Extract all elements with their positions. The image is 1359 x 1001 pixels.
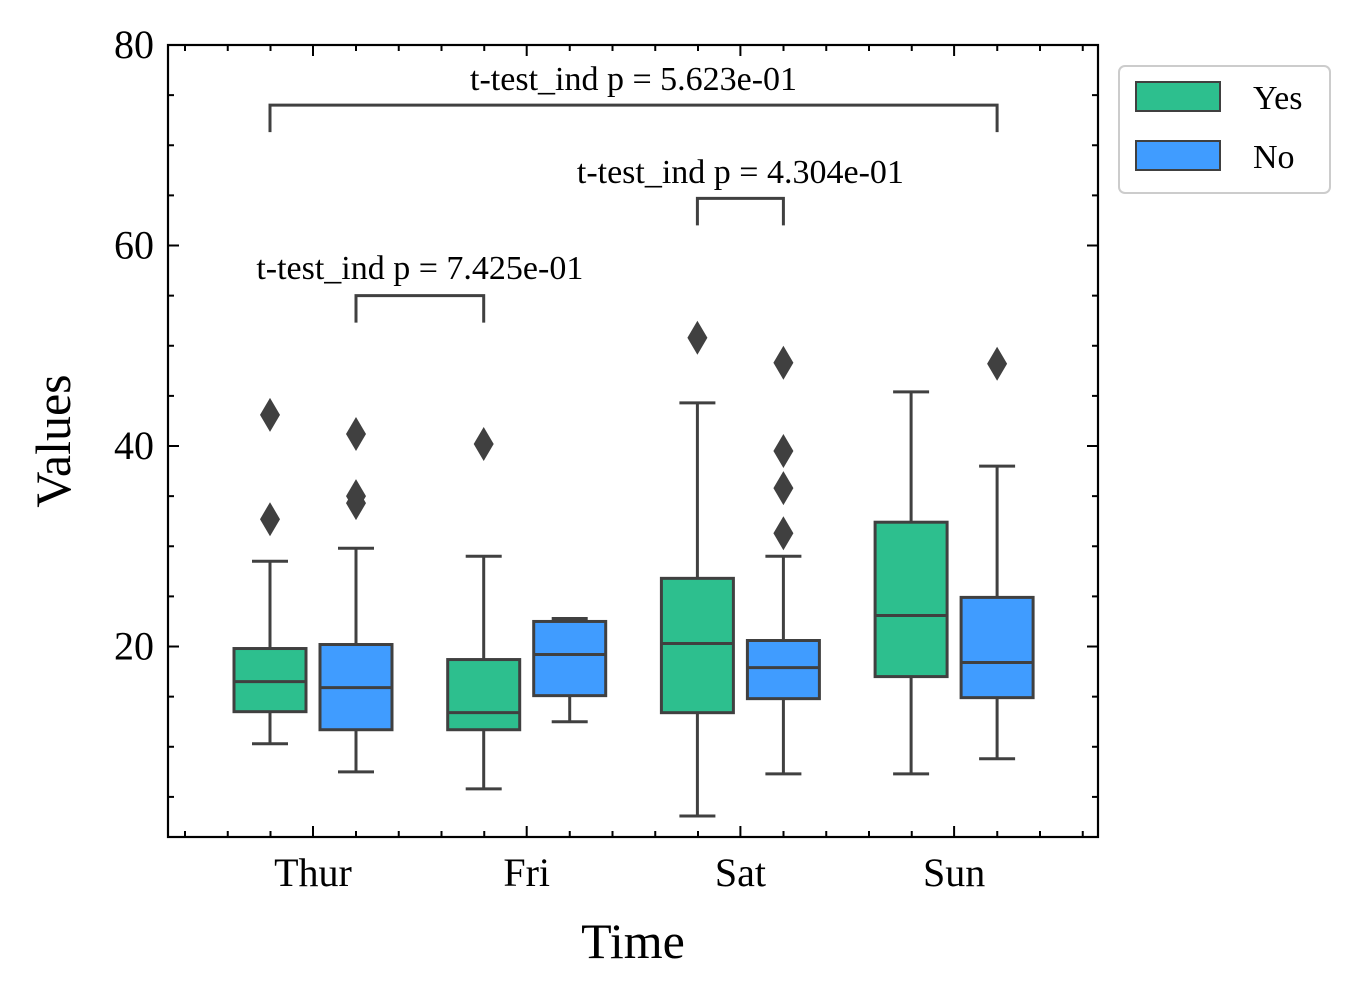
- legend-label-yes: Yes: [1253, 80, 1302, 117]
- outlier-point: [773, 434, 794, 469]
- outlier-point: [346, 416, 366, 451]
- axes-frame: [166, 43, 1100, 839]
- y-tick-label: 60: [114, 223, 154, 268]
- outlier-point: [687, 320, 708, 355]
- bracket-line: [268, 103, 999, 133]
- significance-bracket: t-test_ind p = 4.304e-01: [577, 154, 904, 226]
- x-tick-label: Fri: [503, 850, 550, 895]
- outlier-point: [987, 346, 1008, 381]
- significance-bracket: t-test_ind p = 5.623e-01: [268, 61, 999, 133]
- x-tick-label: Sun: [923, 850, 985, 895]
- y-axis-title: Values: [25, 374, 81, 507]
- significance-bracket: t-test_ind p = 7.425e-01: [256, 250, 583, 323]
- box-yes-fri: [446, 427, 522, 791]
- box-no-sun: [959, 346, 1035, 761]
- iqr-box: [532, 619, 608, 698]
- significance-annotations: t-test_ind p = 7.425e-01 t-test_ind p = 4…: [256, 61, 999, 323]
- box-yes-sun: [873, 390, 949, 776]
- box-no-thur: [318, 416, 394, 774]
- outlier-point: [773, 345, 794, 380]
- x-tick-label: Thur: [274, 850, 352, 895]
- outlier-point: [346, 479, 366, 514]
- outlier-point: [773, 471, 794, 506]
- legend: Yes No: [1118, 65, 1331, 194]
- plot-area: [232, 320, 1035, 818]
- outlier-point: [473, 427, 494, 462]
- legend-label-no: No: [1253, 139, 1295, 176]
- legend-swatch-yes: [1135, 81, 1221, 112]
- outlier-point: [260, 397, 280, 432]
- iqr-box: [745, 639, 821, 701]
- outlier-point: [260, 502, 280, 537]
- legend-swatch-no: [1135, 140, 1221, 171]
- box-no-fri: [532, 616, 608, 724]
- p-value-label: t-test_ind p = 7.425e-01: [256, 250, 583, 287]
- iqr-box: [959, 595, 1035, 700]
- p-value-label: t-test_ind p = 4.304e-01: [577, 154, 904, 191]
- bracket-line: [354, 294, 486, 323]
- p-value-label: t-test_ind p = 5.623e-01: [470, 61, 797, 98]
- x-axis-title: Time: [581, 913, 685, 969]
- iqr-box: [659, 576, 735, 715]
- y-tick-label: 40: [114, 423, 154, 468]
- box-yes-sat: [659, 320, 735, 818]
- box-no-sat: [745, 345, 821, 776]
- box-yes-thur: [232, 397, 308, 746]
- y-tick-label: 80: [114, 22, 154, 67]
- bracket-line: [695, 196, 785, 226]
- axes: 20 40 60 80 Thur Fri Sat Sun: [114, 22, 1100, 895]
- iqr-box: [446, 658, 522, 732]
- outlier-point: [773, 516, 794, 551]
- iqr-box: [232, 647, 308, 714]
- x-tick-label: Sat: [715, 850, 766, 895]
- iqr-box: [873, 520, 949, 679]
- y-tick-label: 20: [114, 624, 154, 669]
